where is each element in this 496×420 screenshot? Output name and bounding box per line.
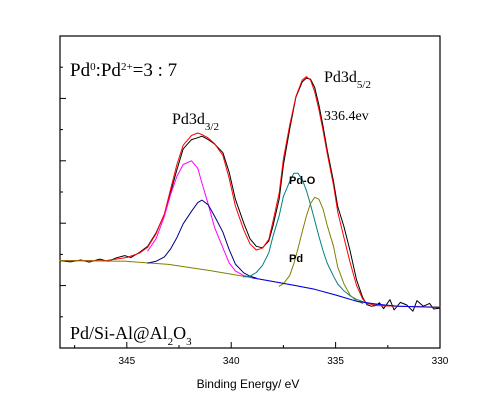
pd-o-label: Pd-O (289, 175, 316, 187)
sample-label: Pd/Si-Al@Al2O3 (70, 323, 192, 348)
x-tick-marks (74, 342, 441, 348)
ratio-label: Pd0:Pd2+=3 : 7 (70, 60, 177, 81)
x-tick-label: 330 (432, 356, 449, 367)
series-line-pd3d52_pdo (243, 172, 368, 304)
series-group (59, 76, 441, 312)
pd3d52-label: Pd3d5/2 (324, 69, 371, 91)
peak-energy-label: 336.4ev (324, 109, 369, 124)
series-line-pd3d32_pdo (147, 160, 251, 278)
series-line-pd3d32_pd (147, 199, 257, 279)
x-tick-labels: 345 340 335 330 (118, 356, 448, 367)
x-axis-label: Binding Energy/ eV (197, 377, 300, 391)
x-tick-label: 345 (118, 356, 135, 367)
plot-frame (59, 35, 441, 349)
pd3d32-label: Pd3d3/2 (172, 111, 219, 133)
series-line-envelope (59, 76, 441, 308)
pd-label: Pd (289, 253, 303, 265)
x-tick-label: 335 (327, 356, 344, 367)
y-tick-marks (60, 66, 66, 318)
series-line-baseline_blue (251, 277, 441, 308)
series-line-baseline (59, 260, 441, 308)
series-line-pd3d52_pd (278, 196, 364, 304)
x-tick-label: 340 (223, 356, 240, 367)
